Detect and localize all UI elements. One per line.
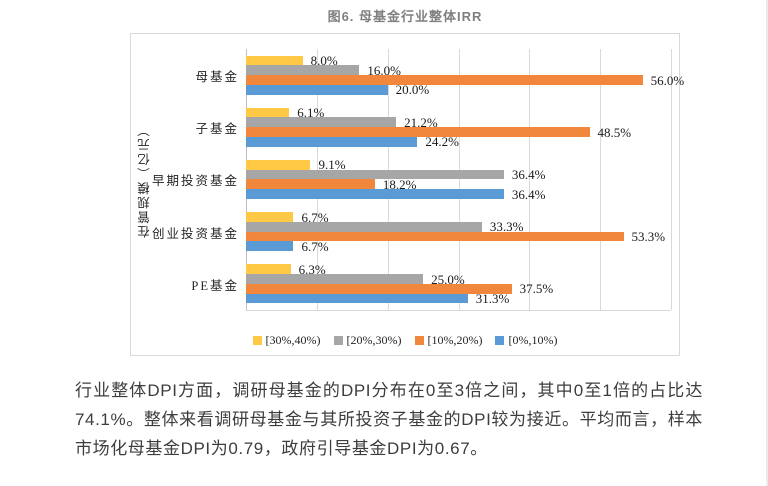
category-label: 母基金 (195, 69, 239, 84)
gridline (458, 49, 460, 310)
bar-group: 6.3% 25.0% 37.5% 31.3% (246, 258, 671, 310)
bar (246, 212, 294, 222)
bar (246, 189, 504, 200)
legend-label: [10%,20%) (427, 333, 483, 347)
legend-label: [30%,40%) (265, 333, 321, 347)
bar (246, 179, 375, 190)
bar-row: 36.4% (246, 167, 671, 183)
bar (246, 231, 624, 242)
bar-group: 9.1% 36.4% 18.2% 36.4% (246, 153, 671, 205)
gridline (600, 49, 602, 310)
plot-area: 8.0% 16.0% 56.0% 20.0% 6.1% 21.2% 48.5% 24.2% 9.… (246, 49, 684, 311)
bar-row: 33.3% (246, 219, 671, 235)
bar-row: 8.0% (246, 52, 671, 68)
bar-value-label: 37.5% (519, 281, 554, 297)
bar (246, 159, 311, 170)
bar (246, 283, 512, 294)
legend-item: [10%,20%) (414, 333, 483, 348)
bar-value-label: 16.0% (367, 62, 401, 78)
bar-group: 6.1% 21.2% 48.5% 24.2% (246, 101, 671, 153)
category-label: 子基金 (195, 122, 239, 137)
bar-row: 9.1% (246, 157, 671, 173)
gridline (671, 49, 672, 310)
legend: [30%,40%) [20%,30%) [10%,20%) [0%,10%) (131, 333, 679, 348)
legend-swatch (252, 336, 262, 345)
bar (246, 107, 290, 118)
category-label: 创业投资基金 (151, 226, 239, 241)
bar-value-label: 20.0% (395, 82, 430, 98)
legend-item: [30%,40%) (252, 333, 321, 348)
bar-value-label: 36.4% (511, 186, 546, 202)
gridline (387, 49, 389, 310)
bar (246, 55, 303, 66)
bar (246, 274, 424, 284)
bar-value-label: 6.1% (297, 105, 325, 121)
chart: 在管规模（亿元） 母基金 子基金 早期投资基金 创业投资基金 PE基金 8.0% 16.0… (130, 33, 684, 356)
gridline (529, 49, 531, 310)
bar (246, 127, 590, 138)
bar-row: 37.5% (246, 281, 671, 297)
bar-value-label: 8.0% (310, 52, 338, 68)
bar-row: 21.2% (246, 114, 671, 130)
body-paragraph: 行业整体DPI方面，调研母基金的DPI分布在0至3倍之间，其中0至1倍的占比达7… (75, 381, 703, 458)
legend-label: [0%,10%) (508, 333, 558, 347)
legend-swatch (333, 336, 343, 345)
bar-row: 31.3% (246, 291, 671, 307)
bar-value-label: 24.2% (425, 134, 459, 150)
bar-group: 6.7% 33.3% 53.3% 6.7% (246, 206, 671, 258)
bar-group: 8.0% 16.0% 56.0% 20.0% (246, 49, 684, 101)
figure-caption: 图6. 母基金行业整体IRR (327, 9, 483, 24)
bar-row: 6.3% (246, 261, 671, 277)
bar (246, 221, 482, 232)
bar-row: 36.4% (246, 186, 671, 202)
bar-value-label: 6.3% (298, 261, 326, 277)
category-axis: 母基金子基金早期投资基金 创业投资基金 PE基金 (131, 49, 239, 311)
bar-value-label: 9.1% (318, 157, 346, 173)
bar-value-label: 53.3% (631, 229, 666, 245)
bar-row: 25.0% (246, 271, 671, 287)
category-label: PE基金 (191, 279, 239, 294)
bar-value-label: 48.5% (597, 124, 632, 140)
bar-value-label: 18.2% (382, 176, 417, 192)
bar-row: 53.3% (246, 229, 671, 245)
bar (246, 241, 294, 252)
bar (246, 293, 468, 304)
category-label: 早期投资基金 (151, 174, 239, 189)
bar-value-label: 31.3% (475, 291, 510, 307)
bar-value-label: 21.2% (404, 114, 438, 130)
bar (246, 75, 643, 85)
bar-row: 56.0% (246, 74, 684, 87)
bar-value-label: 33.3% (489, 219, 524, 235)
legend-item: [0%,10%) (495, 333, 557, 348)
bar-row: 24.2% (246, 134, 671, 150)
bar-value-label: 6.7% (301, 209, 329, 225)
bar-row: 18.2% (246, 176, 671, 192)
legend-item: [20%,30%) (333, 333, 402, 348)
bar (246, 84, 388, 95)
bar-value-label: 36.4% (511, 167, 546, 183)
bar-row: 6.7% (246, 209, 671, 225)
bar-value-label: 25.0% (431, 271, 465, 287)
legend-swatch (414, 336, 424, 345)
bar-row: 6.7% (246, 238, 671, 254)
bar-row: 6.1% (246, 105, 671, 121)
legend-swatch (495, 336, 505, 345)
bar (246, 169, 504, 180)
bar-value-label: 56.0% (650, 72, 685, 88)
bar-value-label: 6.7% (301, 238, 329, 254)
bar-row: 16.0% (246, 62, 671, 78)
bar-row: 20.0% (246, 82, 671, 98)
bar (246, 137, 418, 147)
bar (246, 65, 360, 76)
bar (246, 264, 291, 275)
bar (246, 117, 397, 128)
legend-label: [20%,30%) (346, 333, 402, 347)
bar-row: 48.5% (246, 124, 671, 140)
